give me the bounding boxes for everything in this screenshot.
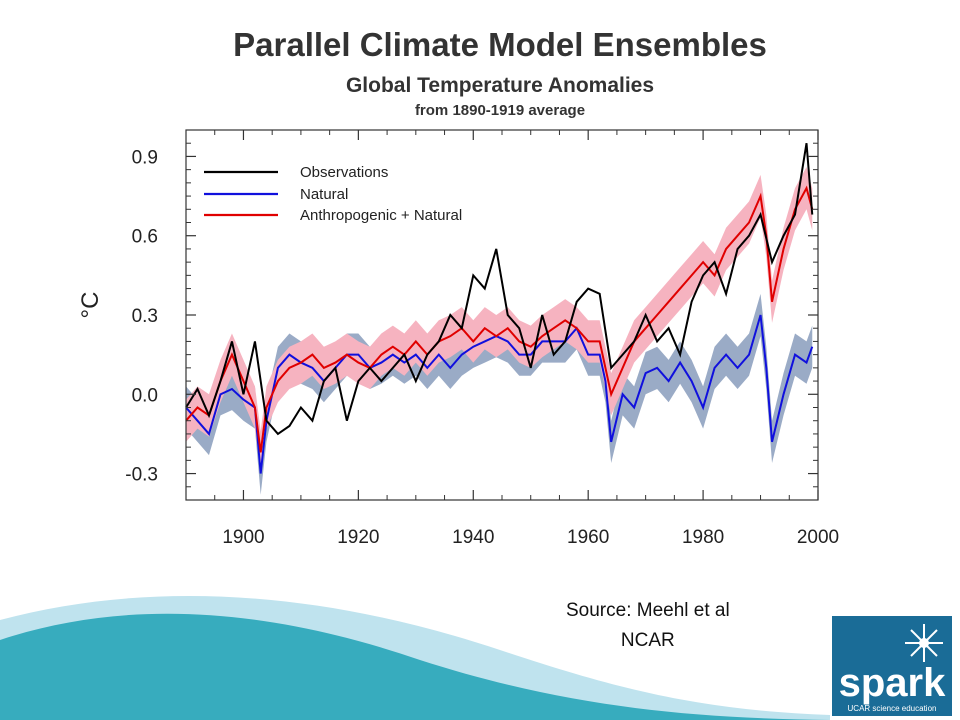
y-axis-label: °C xyxy=(77,292,104,319)
natural-line xyxy=(185,314,814,474)
x-tick-label: 1920 xyxy=(337,527,379,548)
anthro-natural-line xyxy=(185,185,814,453)
x-tick-label: 1900 xyxy=(222,527,264,548)
source-line-1: Source: Meehl et al xyxy=(566,600,730,621)
spark-logo: spark UCAR science education xyxy=(832,616,952,716)
anthro-ensemble-band xyxy=(186,167,813,474)
x-tick-label: 1960 xyxy=(567,527,609,548)
legend-natural-label: Natural xyxy=(300,186,348,203)
x-tick-label: 1940 xyxy=(452,527,494,548)
logo-tagline: UCAR science education xyxy=(848,704,937,713)
y-tick-label: 0.6 xyxy=(132,227,158,248)
y-tick-label: 0.3 xyxy=(132,306,158,327)
decorative-wave xyxy=(0,596,830,720)
chart-subtitle-baseline: from 1890-1919 average xyxy=(414,102,586,119)
legend-anthro-natural-label: Anthropogenic + Natural xyxy=(300,207,462,224)
x-tick-label: 1980 xyxy=(682,527,724,548)
legend-observations-label: Observations xyxy=(300,164,388,181)
observations-line xyxy=(185,143,814,436)
chart-title: Parallel Climate Model Ensembles xyxy=(233,26,767,63)
y-tick-label: -0.3 xyxy=(125,465,158,486)
logo-word: spark xyxy=(839,661,946,705)
chart-subtitle: Global Temperature Anomalies xyxy=(345,74,655,97)
y-tick-label: 0.0 xyxy=(132,385,158,406)
temperature-chart: -0.3 0.0 0.3 0.6 0.9 1900 1920 1940 1960 1980 2000… xyxy=(77,129,839,548)
source-line-2: NCAR xyxy=(620,630,675,651)
source-credit: Source: Meehl et al NCAR xyxy=(566,596,730,656)
starburst-icon: spark UCAR science education xyxy=(839,624,946,713)
y-tick-label: 0.9 xyxy=(132,147,158,168)
x-tick-label: 2000 xyxy=(797,527,839,548)
